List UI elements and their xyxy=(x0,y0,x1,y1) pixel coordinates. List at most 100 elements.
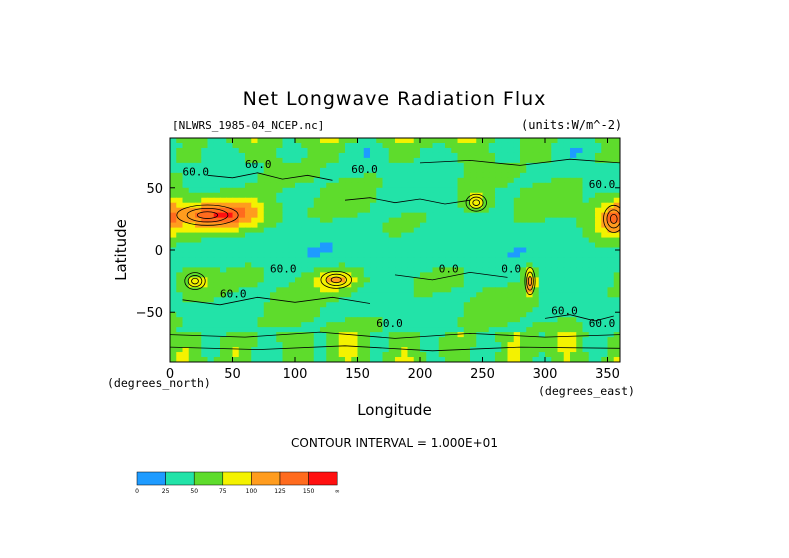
field-cell xyxy=(288,202,296,209)
field-cell xyxy=(251,172,259,179)
field-cell xyxy=(270,257,277,264)
field-cell xyxy=(520,347,527,353)
contour-line xyxy=(170,345,620,352)
field-cell xyxy=(595,342,602,348)
field-cell xyxy=(407,207,415,214)
field-cell xyxy=(395,322,402,328)
field-cell xyxy=(438,222,446,229)
field-cell xyxy=(188,232,196,239)
field-cell xyxy=(420,267,427,273)
field-cell xyxy=(557,247,565,254)
field-cell xyxy=(288,247,296,254)
field-cell xyxy=(320,207,327,214)
field-cell xyxy=(363,312,371,318)
field-cell xyxy=(207,207,215,214)
field-cell xyxy=(388,237,396,244)
field-cell xyxy=(320,242,327,249)
field-cell xyxy=(351,327,359,333)
field-cell xyxy=(326,347,334,353)
field-cell xyxy=(288,272,296,278)
field-cell xyxy=(220,262,227,269)
field-cell xyxy=(551,252,559,259)
field-cell xyxy=(457,142,465,149)
field-cell xyxy=(245,302,252,308)
field-cell xyxy=(232,222,240,229)
field-cell xyxy=(595,147,602,154)
field-cell xyxy=(170,297,177,303)
y-tick-label: 0 xyxy=(155,244,163,259)
field-cell xyxy=(326,242,334,249)
field-cell xyxy=(438,302,446,308)
field-cell xyxy=(226,302,234,308)
contour-line xyxy=(544,314,614,322)
field-cell xyxy=(338,187,346,194)
field-cell xyxy=(295,342,302,348)
field-cell xyxy=(451,162,459,169)
field-cell xyxy=(201,192,209,199)
field-cell xyxy=(538,287,546,293)
field-cell xyxy=(482,157,490,164)
field-cell xyxy=(457,232,465,239)
field-cell xyxy=(357,262,365,269)
field-cell xyxy=(457,332,465,338)
field-cell xyxy=(413,302,421,308)
field-cell xyxy=(270,217,277,224)
field-cell xyxy=(570,157,577,164)
field-cell xyxy=(288,212,296,219)
field-cell xyxy=(182,342,190,348)
field-cell xyxy=(495,357,502,362)
field-cell xyxy=(395,317,402,323)
field-cell xyxy=(282,282,290,288)
field-cell xyxy=(601,312,609,318)
colorbar-tick-label: 125 xyxy=(274,488,286,495)
field-cell xyxy=(170,252,177,259)
field-cell xyxy=(451,212,459,219)
field-cell xyxy=(257,357,265,362)
field-cell xyxy=(376,347,384,353)
field-cell xyxy=(501,267,509,273)
field-cell xyxy=(588,147,596,154)
field-cell xyxy=(545,257,552,264)
field-cell xyxy=(532,252,540,259)
field-cell xyxy=(238,187,246,194)
field-cell xyxy=(226,157,234,164)
field-cell xyxy=(220,142,227,149)
field-cell xyxy=(276,267,284,273)
field-cell xyxy=(501,352,509,358)
field-cell xyxy=(213,242,221,249)
field-cell xyxy=(326,177,334,184)
field-cell xyxy=(482,212,490,219)
field-cell xyxy=(232,322,240,328)
field-cell xyxy=(407,282,415,288)
field-cell xyxy=(326,187,334,194)
field-cell xyxy=(501,172,509,179)
field-cell xyxy=(413,182,421,189)
field-cell xyxy=(238,262,246,269)
field-cell xyxy=(588,322,596,328)
field-cell xyxy=(476,138,484,144)
field-cell xyxy=(220,217,227,224)
field-cell xyxy=(545,347,552,353)
field-cell xyxy=(313,237,321,244)
field-cell xyxy=(445,212,452,219)
field-cell xyxy=(182,202,190,209)
field-cell xyxy=(288,332,296,338)
field-cell xyxy=(188,222,196,229)
field-cell xyxy=(295,212,302,219)
field-cell xyxy=(376,322,384,328)
field-cell xyxy=(213,217,221,224)
field-cell xyxy=(420,212,427,219)
field-cell xyxy=(263,357,271,362)
field-cell xyxy=(476,302,484,308)
contour-line xyxy=(182,296,371,306)
field-cell xyxy=(251,152,259,159)
field-cell xyxy=(588,142,596,149)
field-cell xyxy=(295,142,302,149)
field-cell xyxy=(470,272,477,278)
field-cell xyxy=(370,307,377,313)
field-cell xyxy=(282,177,290,184)
field-cell xyxy=(382,292,390,298)
field-cell xyxy=(270,357,277,362)
field-cell xyxy=(551,257,559,264)
field-cell xyxy=(401,277,409,283)
